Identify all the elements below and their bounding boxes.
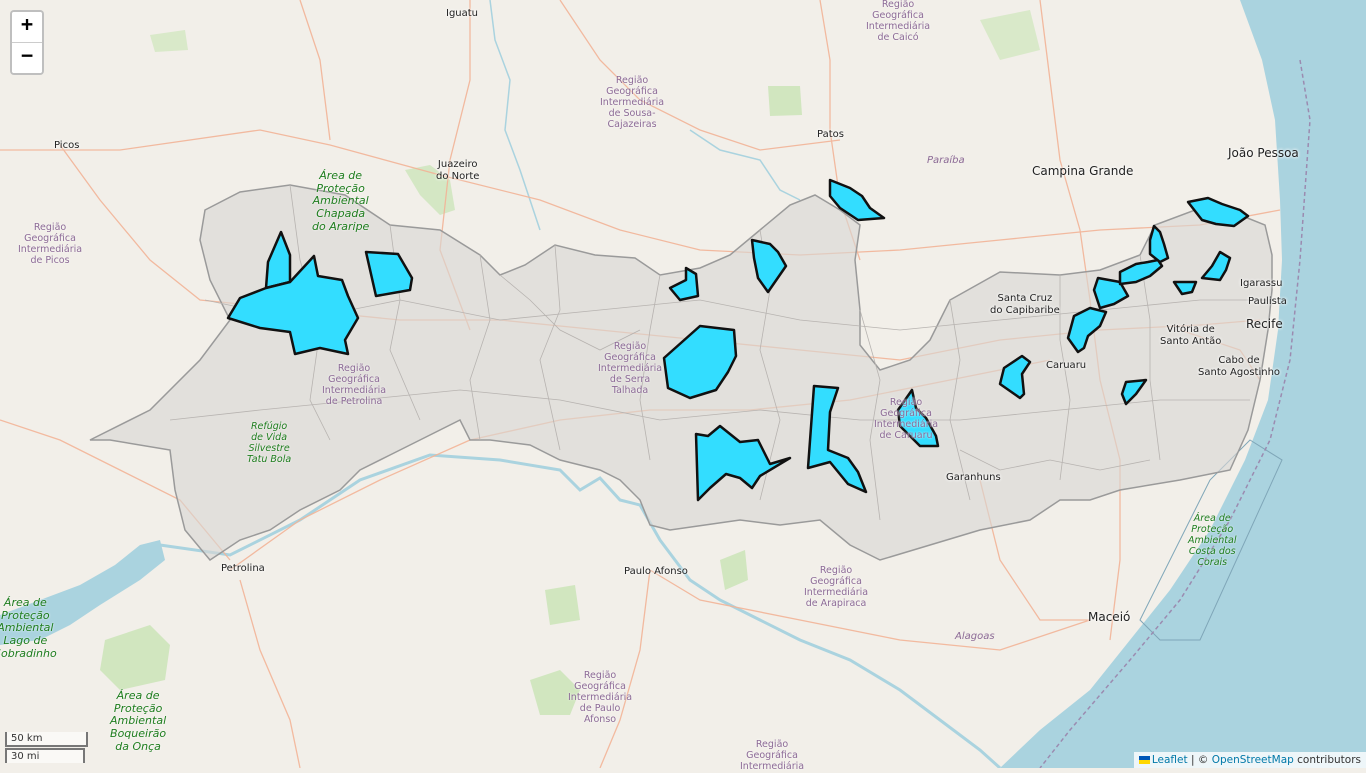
highlight-area[interactable] xyxy=(668,266,700,302)
highlighted-municipalities[interactable] xyxy=(226,178,1250,502)
park-area xyxy=(980,10,1040,60)
marine-park-border xyxy=(1139,439,1283,641)
park-area xyxy=(768,86,802,116)
attribution-suffix: contributors xyxy=(1293,754,1361,766)
highlight-area[interactable] xyxy=(896,388,940,448)
rio-sao-francisco xyxy=(159,453,1002,768)
park-area xyxy=(545,585,580,625)
highlight-area[interactable] xyxy=(1118,258,1164,286)
highlight-area[interactable] xyxy=(1200,250,1232,282)
highlight-area[interactable] xyxy=(364,250,414,298)
state-border-coast xyxy=(1039,59,1311,768)
park-area xyxy=(720,550,748,590)
zoom-out-button[interactable]: − xyxy=(12,42,42,73)
highlight-area[interactable] xyxy=(828,178,886,222)
zoom-in-button[interactable]: + xyxy=(12,12,42,42)
highlight-area[interactable] xyxy=(1172,280,1198,296)
lake-sobradinho xyxy=(0,540,165,645)
scale-imperial: 30 mi xyxy=(5,748,85,763)
highlight-area[interactable] xyxy=(1120,378,1148,406)
zoom-control: + − xyxy=(10,10,44,75)
ukraine-flag-icon xyxy=(1138,756,1150,764)
scale-metric: 50 km xyxy=(5,732,88,747)
highlight-area[interactable] xyxy=(1066,306,1108,354)
scale-bar: 50 km 30 mi xyxy=(5,732,88,763)
park-area xyxy=(100,625,170,690)
highlight-area[interactable] xyxy=(998,354,1032,400)
highlight-area[interactable] xyxy=(1148,224,1170,264)
leaflet-link[interactable]: Leaflet xyxy=(1151,754,1188,766)
river xyxy=(489,0,541,231)
highlight-area[interactable] xyxy=(750,238,788,294)
highlight-area[interactable] xyxy=(662,324,738,400)
park-area xyxy=(530,670,580,715)
park-araripe-area xyxy=(405,165,455,215)
attribution-separator: | © xyxy=(1187,754,1212,766)
highlight-area[interactable] xyxy=(1186,196,1250,228)
highlight-area[interactable] xyxy=(226,254,360,356)
highlight-area[interactable] xyxy=(806,384,868,494)
osm-link[interactable]: OpenStreetMap xyxy=(1211,754,1294,766)
municipality-borders xyxy=(169,184,1268,521)
ocean xyxy=(1000,0,1366,768)
river xyxy=(689,129,801,201)
park-area xyxy=(150,30,188,52)
attribution: Leaflet | © OpenStreetMap contributors xyxy=(1133,752,1366,768)
highlight-area[interactable] xyxy=(694,424,792,502)
